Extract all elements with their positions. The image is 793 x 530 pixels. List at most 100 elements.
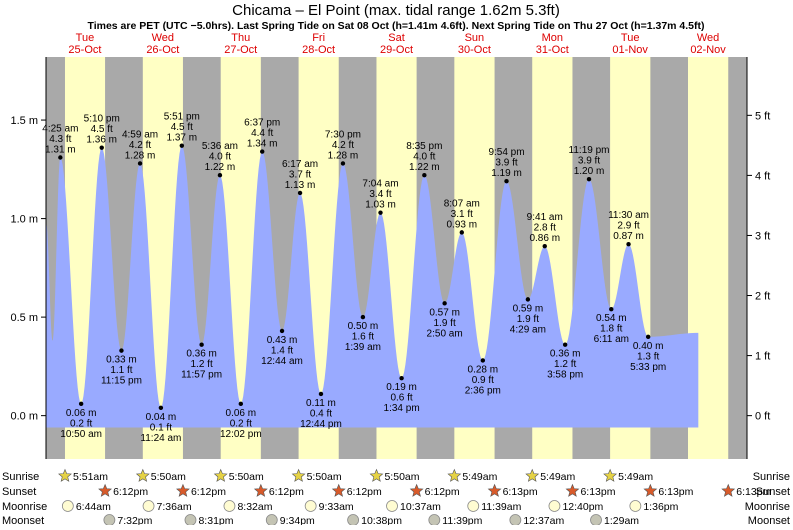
tide-point-25: [562, 342, 568, 347]
day-name-8: Wed: [697, 32, 719, 44]
day-name-1: Wed: [152, 32, 174, 44]
moonset-row-label-left: Moonset: [2, 515, 44, 525]
tide-point-9: [238, 401, 244, 407]
moonset-time-6: 1:29am: [604, 515, 639, 525]
tide-ft-6: 4.5 ft: [171, 122, 193, 133]
tide-time-12: 6:17 am: [282, 159, 318, 170]
sunset-icon-0: [98, 483, 113, 497]
tide-ft-13: 0.4 ft: [310, 408, 332, 419]
sun-moon-rows-layer: Sunrise Sunrise 5:51am 5:50am 5:50am 5:50am 5:…: [2, 468, 790, 527]
moonrise-icon-7: [629, 500, 642, 512]
tide-ft-17: 0.6 ft: [390, 393, 412, 404]
sunset-time-6: 6:13pm: [580, 486, 615, 498]
sunrise-icon-7: [603, 468, 618, 482]
day-date-0: 25-Oct: [68, 44, 101, 56]
tide-point-21: [480, 358, 486, 363]
tide-time-24: 9:41 am: [527, 212, 563, 223]
tide-point-8: [217, 173, 223, 178]
day-name-2: Thu: [231, 32, 250, 44]
day-name-6: Mon: [542, 32, 563, 44]
left-tick-label-3: 1.5 m: [10, 115, 38, 127]
tide-m-13: 0.11 m: [306, 398, 336, 409]
moonrise-icon-0: [61, 500, 74, 512]
right-tick-label-4: 4 ft: [755, 170, 770, 182]
sunrise-icon-5: [447, 468, 462, 482]
tide-ft-26: 3.9 ft: [578, 156, 600, 167]
tide-m-25: 0.36 m: [550, 349, 581, 360]
tide-m-27: 0.54 m: [596, 313, 627, 324]
tide-time-18: 8:35 pm: [406, 141, 442, 152]
tide-m-10: 1.34 m: [247, 139, 278, 150]
day-date-4: 29-Oct: [380, 44, 413, 56]
tide-m-20: 0.93 m: [447, 219, 478, 230]
tide-time-0: 4:25 am: [42, 124, 78, 135]
sunrise-time-2: 5:50am: [229, 471, 264, 483]
tide-point-18: [422, 173, 427, 178]
axes-layer: 0.0 m 0.5 m 1.0 m 1.5 m 0 ft 1 ft 2 ft 3 ft 4 ft…: [10, 57, 770, 459]
tide-point-10: [260, 149, 265, 154]
left-tick-label-2: 1.0 m: [10, 214, 38, 226]
day-name-7: Tue: [621, 32, 640, 44]
sunrise-time-5: 5:49am: [462, 471, 497, 483]
tide-point-14: [340, 161, 346, 166]
tide-time-13: 12:44 pm: [300, 419, 342, 430]
tide-ft-23: 1.9 ft: [517, 314, 539, 325]
tide-point-6: [179, 143, 185, 148]
tide-m-28: 0.87 m: [613, 231, 644, 242]
sunset-icon-5: [487, 483, 502, 497]
day-name-5: Sun: [465, 32, 485, 44]
tide-point-17: [399, 376, 404, 381]
moonrise-time-5: 11:39am: [481, 501, 521, 513]
moonrise-icon-2: [223, 500, 236, 512]
moonset-icon-5: [509, 514, 522, 526]
tide-curve: [46, 145, 699, 428]
tide-m-14: 1.28 m: [328, 150, 359, 161]
sunrise-icon-0: [58, 468, 72, 482]
tide-ft-2: 4.5 ft: [91, 124, 113, 135]
sunset-time-1: 6:12pm: [191, 486, 226, 498]
sunset-icon-6: [565, 483, 580, 497]
right-tick-label-5: 5 ft: [755, 110, 770, 122]
tide-point-24: [542, 243, 547, 249]
tide-point-28: [626, 242, 631, 247]
tide-time-2: 5:10 pm: [84, 114, 120, 125]
tide-time-19: 2:50 am: [427, 328, 463, 339]
tide-point-0: [58, 155, 63, 160]
moonset-row-label-right: Moonset: [748, 515, 790, 525]
left-tick-label-1: 0.5 m: [10, 312, 38, 324]
moonset-icon-6: [590, 514, 602, 526]
day-name-4: Sat: [388, 32, 405, 44]
tide-ft-18: 4.0 ft: [413, 152, 435, 163]
tide-ft-28: 2.9 ft: [617, 221, 639, 232]
tide-time-14: 7:30 pm: [325, 129, 361, 140]
day-name-0: Tue: [76, 32, 95, 44]
tide-time-21: 2:36 pm: [465, 385, 501, 396]
tide-m-11: 0.43 m: [267, 335, 298, 346]
tide-ft-19: 1.9 ft: [434, 318, 456, 329]
moonrise-time-6: 12:40pm: [562, 501, 603, 513]
tide-time-6: 5:51 pm: [164, 112, 200, 123]
sunrise-time-4: 5:50am: [384, 471, 419, 483]
tide-ft-10: 4.4 ft: [251, 128, 273, 139]
tide-ft-24: 2.8 ft: [534, 223, 556, 234]
tide-ft-3: 1.1 ft: [110, 365, 132, 376]
sunset-time-4: 6:12pm: [425, 486, 460, 498]
sunrise-icon-2: [213, 468, 228, 482]
moonset-icon-2: [265, 514, 278, 526]
day-date-8: 02-Nov: [690, 44, 726, 56]
tide-point-13: [318, 391, 324, 397]
moonrise-icon-1: [142, 500, 155, 512]
sunrise-icon-3: [291, 468, 306, 482]
tide-ft-21: 0.9 ft: [472, 375, 494, 386]
tide-ft-7: 1.2 ft: [190, 359, 212, 370]
sunrise-time-6: 5:49am: [540, 471, 575, 483]
header-layer: Chicama – El Point (max. tidal range 1.6…: [68, 2, 726, 56]
tide-ft-14: 4.2 ft: [332, 140, 354, 151]
tide-m-6: 1.37 m: [167, 133, 198, 144]
tide-ft-22: 3.9 ft: [495, 158, 517, 169]
tide-m-17: 0.19 m: [386, 382, 417, 393]
tide-ft-25: 1.2 ft: [554, 359, 576, 370]
tide-point-19: [442, 301, 447, 306]
sunset-time-7: 6:13pm: [658, 486, 693, 498]
sunrise-time-7: 5:49am: [618, 471, 653, 483]
